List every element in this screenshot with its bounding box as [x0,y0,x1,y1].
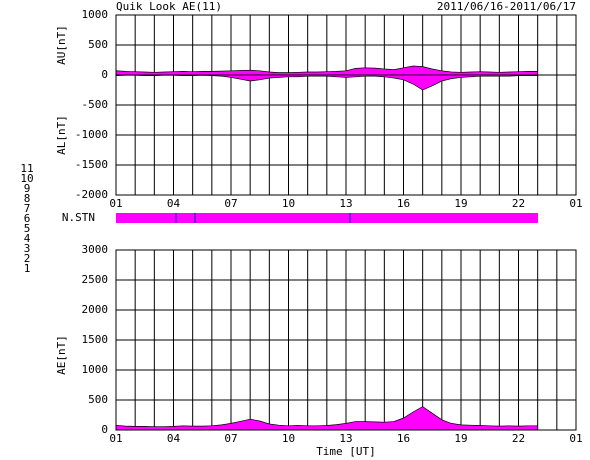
x-tick-label: 01 [109,197,122,210]
date-range: 2011/06/16-2011/06/17 [437,0,576,13]
x-tick-label: 19 [454,197,467,210]
legend-label: 4 [24,232,31,245]
y-tick-label: -500 [82,98,109,111]
y-tick-label: 2000 [82,303,109,316]
legend-label: 5 [24,222,31,235]
x-tick-label: 10 [282,197,295,210]
stations-label: N.STN [62,211,95,224]
area [115,74,539,91]
plot-frame [115,14,577,196]
legend-label: 6 [24,212,31,225]
y-tick-label: 500 [88,393,108,406]
stations-bar [116,213,538,223]
plot-frame [115,249,577,431]
x-tick-label: 01 [569,432,582,445]
x-tick-label: 07 [224,432,237,445]
legend-label: 7 [24,202,31,215]
area [115,65,539,76]
x-tick-label: 04 [167,197,181,210]
x-tick-label: 13 [339,432,352,445]
x-axis-label: Time [UT] [316,445,376,458]
x-tick-label: 22 [512,197,525,210]
area [115,406,539,431]
y-axis-label: AL[nT] [55,115,68,155]
legend-label: 2 [24,252,31,265]
x-tick-label: 01 [569,197,582,210]
y-tick-label: 0 [101,423,108,436]
x-tick-label: 16 [397,197,410,210]
legend-label: 1 [24,262,31,275]
y-tick-label: 1000 [82,363,109,376]
x-tick-label: 10 [282,432,295,445]
y-tick-label: -1500 [75,158,108,171]
legend-label: 10 [20,172,33,185]
legend-label: 3 [24,242,31,255]
y-axis-label: AE[nT] [55,335,68,375]
legend-label: 8 [24,192,31,205]
y-tick-label: 2500 [82,273,109,286]
y-tick-label: -2000 [75,188,108,201]
x-tick-label: 04 [167,432,181,445]
legend-label: 11 [20,162,33,175]
x-tick-label: 07 [224,197,237,210]
chart-title: Quik Look AE(11) [116,0,222,13]
y-tick-label: 3000 [82,243,109,256]
x-tick-label: 16 [397,432,410,445]
y-tick-label: -1000 [75,128,108,141]
x-tick-label: 01 [109,432,122,445]
y-tick-label: 0 [101,68,108,81]
y-axis-label: AU[nT] [55,25,68,65]
x-tick-label: 13 [339,197,352,210]
x-tick-label: 22 [512,432,525,445]
legend-label: 9 [24,182,31,195]
y-tick-label: 1500 [82,333,109,346]
y-tick-label: 1000 [82,8,109,21]
y-tick-label: 500 [88,38,108,51]
x-tick-label: 19 [454,432,467,445]
